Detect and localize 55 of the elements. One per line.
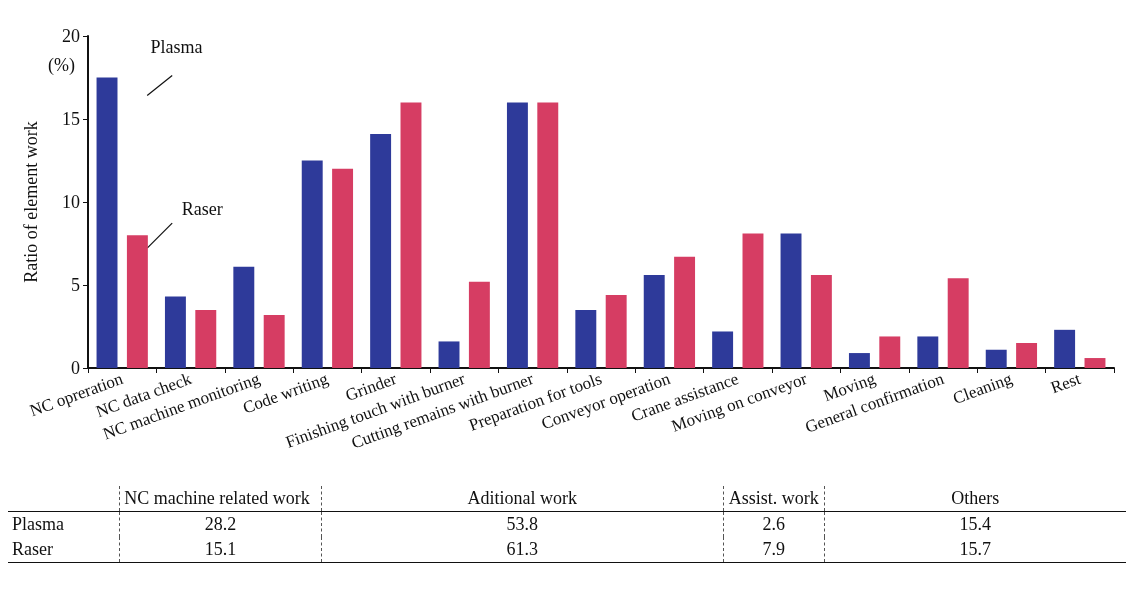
bar xyxy=(1016,343,1038,368)
bar xyxy=(1084,358,1106,368)
bar xyxy=(96,77,118,368)
bar xyxy=(233,266,255,368)
bar xyxy=(848,353,870,368)
bar xyxy=(263,314,285,368)
bar xyxy=(780,233,802,368)
bar xyxy=(674,256,696,368)
y-tick-label: 20 xyxy=(62,26,80,46)
x-tick-label: Cleaning xyxy=(950,368,1016,408)
bar xyxy=(985,349,1007,368)
bar xyxy=(947,278,969,368)
text: Raser xyxy=(181,199,223,220)
bar xyxy=(332,168,354,368)
y-tick-label: 10 xyxy=(62,192,80,212)
bar xyxy=(810,275,832,368)
bar xyxy=(643,275,665,368)
bar xyxy=(879,336,901,368)
text: Plasma xyxy=(12,514,64,534)
text: 7.9 xyxy=(723,537,825,563)
text: Raser xyxy=(12,539,53,559)
bar xyxy=(575,309,597,368)
bar xyxy=(301,160,323,368)
bar xyxy=(605,294,627,368)
y-tick-label: 15 xyxy=(62,109,80,129)
bar xyxy=(400,102,422,368)
y-axis-title: Ratio of element work xyxy=(21,121,41,283)
text: 53.8 xyxy=(321,511,724,537)
text: 2.6 xyxy=(723,511,825,537)
bar xyxy=(1054,329,1076,368)
text: Aditional work xyxy=(321,486,724,512)
bar xyxy=(917,336,939,368)
text: (%) xyxy=(48,55,75,76)
y-tick-label: 0 xyxy=(71,358,80,378)
text: NC machine related work xyxy=(119,486,322,512)
bar xyxy=(164,296,186,368)
text: 15.4 xyxy=(824,511,1126,537)
text: 28.2 xyxy=(119,511,322,537)
bar xyxy=(438,341,460,368)
x-tick-label: Rest xyxy=(1048,368,1084,398)
bar xyxy=(126,235,148,368)
bar xyxy=(195,309,217,368)
bar xyxy=(712,331,734,368)
text: 15.1 xyxy=(119,537,322,563)
bar xyxy=(506,102,528,368)
text: Assist. work xyxy=(723,486,825,512)
y-tick-label: 5 xyxy=(71,275,80,295)
text: Plasma xyxy=(150,36,203,57)
bar xyxy=(537,102,559,368)
text: 15.7 xyxy=(824,537,1126,563)
bar xyxy=(742,233,764,368)
bar xyxy=(370,133,392,368)
text: 61.3 xyxy=(321,537,724,563)
bar xyxy=(468,281,490,368)
text: Others xyxy=(824,486,1126,512)
